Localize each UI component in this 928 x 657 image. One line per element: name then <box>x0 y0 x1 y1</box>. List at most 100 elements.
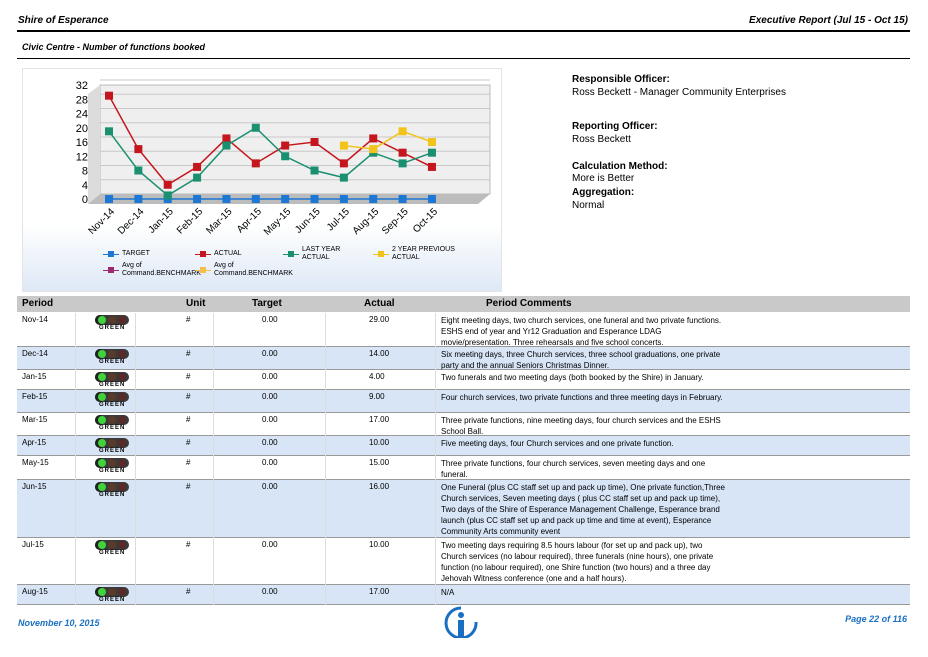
light-green <box>98 373 106 381</box>
footer-page: Page 22 of 116 <box>845 614 907 624</box>
col-divider <box>75 480 76 538</box>
period: Jan-15 <box>22 372 47 381</box>
info-value: Ross Beckett - Manager Community Enterpr… <box>572 87 786 98</box>
col-divider <box>435 413 436 436</box>
comments: Three private functions, four church ser… <box>441 459 706 479</box>
legend-marker <box>288 250 294 257</box>
light-green <box>98 416 106 424</box>
table-row <box>17 313 910 347</box>
light-off <box>118 459 126 467</box>
col-divider <box>135 480 136 538</box>
x-tick-label: Jun-15 <box>293 206 323 236</box>
light-off <box>108 373 116 381</box>
light-off <box>108 350 116 358</box>
column-header: Target <box>252 298 282 309</box>
col-divider <box>213 436 214 456</box>
comments: N/A <box>441 588 455 597</box>
series-marker <box>105 195 113 203</box>
series-marker <box>193 195 202 203</box>
col-divider <box>435 585 436 605</box>
status-label: GREEN <box>99 550 126 556</box>
x-tick-label: Feb-15 <box>175 206 205 236</box>
actual: 4.00 <box>369 372 385 381</box>
table-row <box>17 370 910 390</box>
series-marker <box>427 148 436 157</box>
info-label: Reporting Officer: <box>572 121 658 132</box>
period: Jun-15 <box>22 482 47 491</box>
column-header: Unit <box>186 298 206 309</box>
status-label: GREEN <box>99 597 126 603</box>
light-off <box>118 483 126 491</box>
series-marker <box>310 195 319 203</box>
legend-swatch <box>195 266 211 273</box>
col-divider <box>325 390 326 413</box>
period: Jul-15 <box>22 540 44 549</box>
legend-item: LAST YEAR ACTUAL <box>283 246 373 262</box>
subtitle: Civic Centre - Number of functions booke… <box>22 42 206 52</box>
series-marker <box>105 91 113 100</box>
col-divider <box>135 390 136 413</box>
series-marker <box>339 195 348 203</box>
col-divider <box>435 480 436 538</box>
light-off <box>108 439 116 447</box>
info-value: More is Better <box>572 173 635 184</box>
col-divider <box>135 370 136 390</box>
status-label: GREEN <box>99 359 126 365</box>
light-off <box>108 316 116 324</box>
series-marker <box>398 148 407 157</box>
light-green <box>98 439 106 447</box>
col-divider <box>135 313 136 347</box>
legend-marker <box>108 250 114 257</box>
col-divider <box>75 585 76 605</box>
col-divider <box>325 585 326 605</box>
series-marker <box>398 127 407 136</box>
col-divider <box>135 456 136 480</box>
light-off <box>108 541 116 549</box>
legend-item: ACTUAL <box>195 246 285 262</box>
rule <box>17 30 910 32</box>
comments: Eight meeting days, two church services,… <box>441 316 722 347</box>
col-divider <box>213 347 214 370</box>
series-marker <box>369 145 378 154</box>
status-label: GREEN <box>99 448 126 454</box>
unit: # <box>186 458 191 467</box>
legend-label: ACTUAL <box>214 250 242 257</box>
actual: 14.00 <box>369 349 390 358</box>
light-green <box>98 316 106 324</box>
col-divider <box>75 413 76 436</box>
col-divider <box>435 313 436 347</box>
series-marker <box>281 141 290 150</box>
col-divider <box>75 390 76 413</box>
legend-label: Avg of Command.BENCHMARK <box>122 262 201 277</box>
table-header <box>17 296 910 312</box>
light-off <box>118 439 126 447</box>
y-tick-label: 4 <box>82 180 88 192</box>
series-line <box>108 95 433 186</box>
col-divider <box>75 456 76 480</box>
legend-swatch <box>283 250 299 257</box>
column-header: Period Comments <box>486 298 572 309</box>
x-tick-label: Dec-14 <box>116 206 147 237</box>
light-green <box>98 483 106 491</box>
unit: # <box>186 392 191 401</box>
series-marker <box>369 134 378 143</box>
logo-ring <box>444 606 478 638</box>
legend-item: Avg of Command.BENCHMARK <box>103 262 201 278</box>
x-tick-label: Mar-15 <box>204 206 234 236</box>
y-tick-label: 16 <box>76 137 88 149</box>
period: Mar-15 <box>22 415 48 424</box>
x-tick-label: Sep-15 <box>380 206 411 237</box>
legend-swatch <box>103 266 119 273</box>
info-label: Aggregation: <box>572 187 635 198</box>
logo-stem <box>458 620 464 637</box>
col-divider <box>135 347 136 370</box>
legend-marker <box>200 250 206 257</box>
light-off <box>118 350 126 358</box>
series-marker <box>251 195 260 203</box>
target: 0.00 <box>262 438 278 447</box>
col-divider <box>435 347 436 370</box>
col-divider <box>213 370 214 390</box>
series-marker <box>163 191 172 200</box>
unit: # <box>186 415 191 424</box>
